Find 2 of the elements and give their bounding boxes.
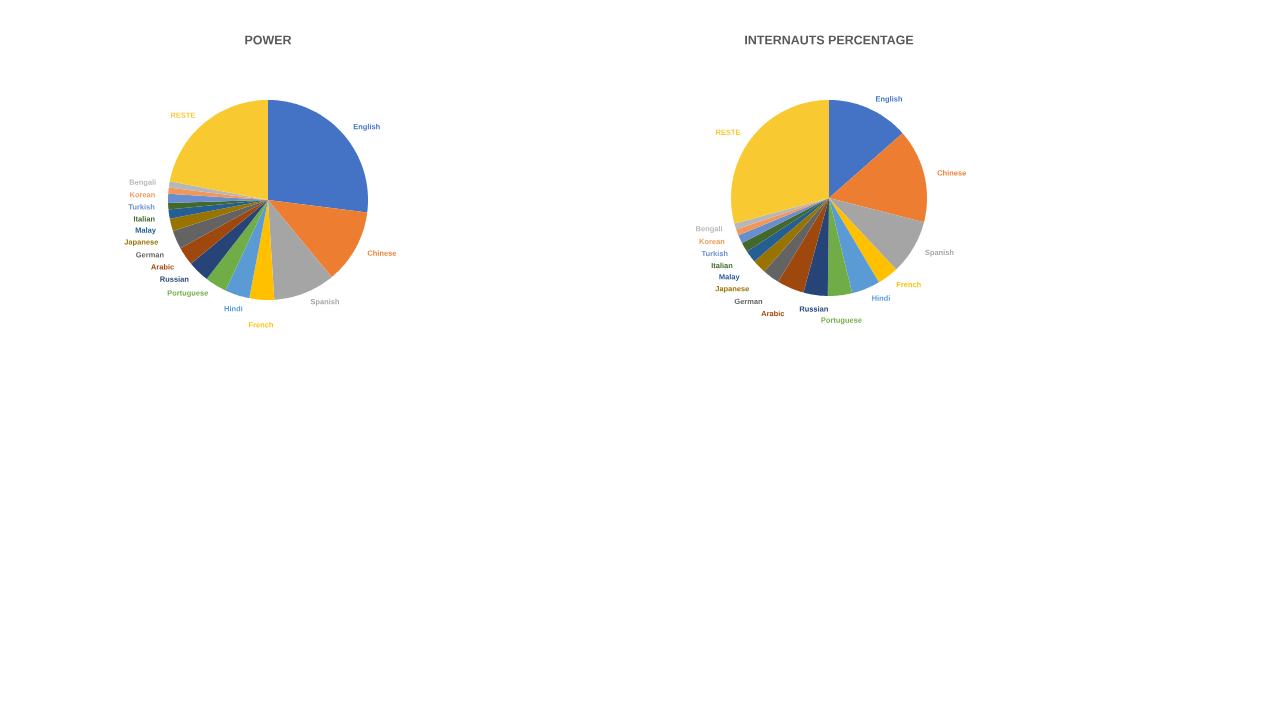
chart-title: INTERNAUTS PERCENTAGE: [745, 35, 914, 45]
chart-title: POWER: [245, 35, 292, 45]
